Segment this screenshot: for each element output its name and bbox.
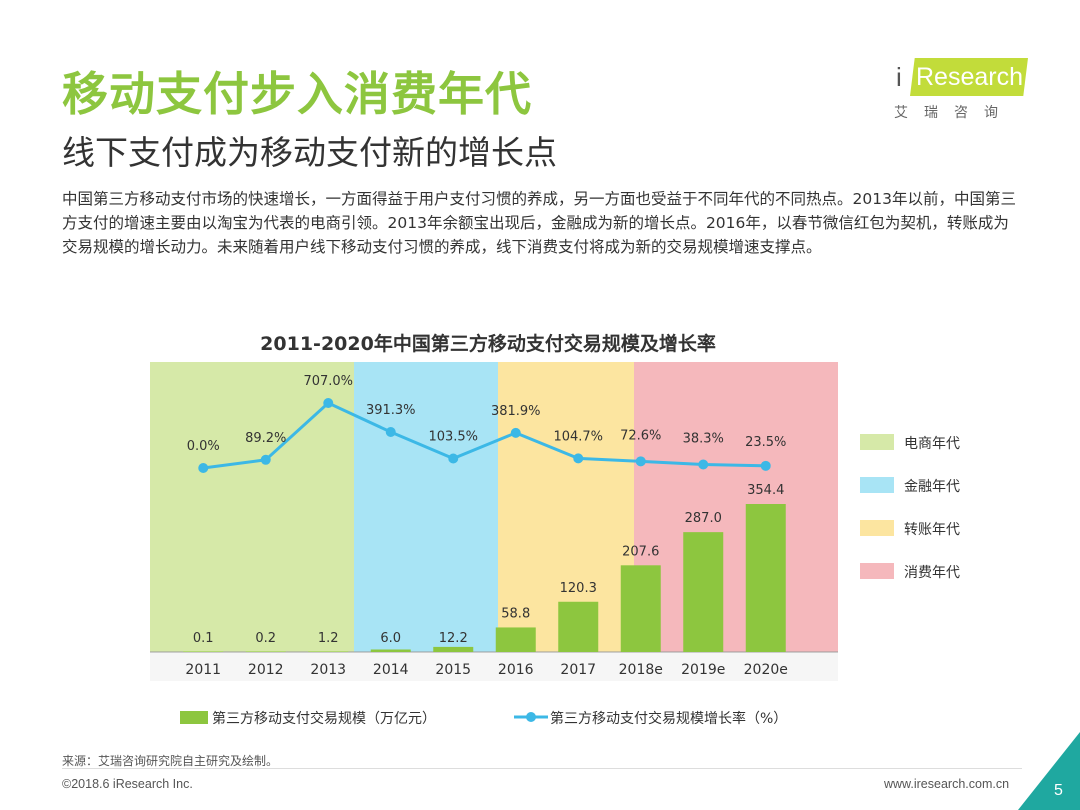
era-legend-label-0: 电商年代 [904,436,960,452]
bar-2020e [745,504,786,652]
x-tick-2017: 2017 [560,662,596,678]
intro-paragraph: 中国第三方移动支付市场的快速增长，一方面得益于用户支付习惯的养成，另一方面也受益… [62,190,1016,256]
bar-label-2011: 0.1 [193,631,214,646]
x-tick-2019e: 2019e [681,662,725,678]
era-legend-label-1: 金融年代 [904,479,960,495]
website-link[interactable]: www.iresearch.com.cn [884,777,1010,791]
source-note: 来源：艾瑞咨询研究院自主研究及绘制。 [62,754,279,768]
growth-label-2016: 381.9% [491,404,541,419]
bar-2018e [620,565,661,652]
page-number: 5 [1054,782,1063,799]
growth-label-2020e: 23.5% [745,435,786,450]
growth-label-2019e: 38.3% [683,431,724,446]
x-tick-2014: 2014 [373,662,409,678]
bar-2012 [245,651,286,652]
bar-label-2020e: 354.4 [747,483,784,498]
bar-2019e [683,532,724,652]
x-tick-2013: 2013 [310,662,346,678]
era-legend-swatch-2 [860,520,894,536]
growth-label-2015: 103.5% [428,429,478,444]
growth-label-2012: 89.2% [245,431,286,446]
bar-2011 [183,651,224,652]
bar-2016 [495,627,536,652]
x-tick-2011: 2011 [185,662,221,678]
x-tick-2012: 2012 [248,662,284,678]
logo-i: i [896,62,902,92]
growth-line [203,401,766,470]
bar-2014 [370,649,411,652]
bar-label-2018e: 207.6 [622,544,659,559]
era-legend-swatch-3 [860,563,894,579]
growth-label-2018e: 72.6% [620,428,661,443]
logo-brand: Research [916,63,1023,91]
bar-label-2013: 1.2 [318,631,339,646]
logo-chinese: 艾瑞咨询 [894,105,1014,121]
era-legend-label-3: 消费年代 [904,565,960,581]
growth-label-2011: 0.0% [187,439,220,454]
bar-label-2014: 6.0 [380,631,401,646]
growth-label-2017: 104.7% [553,429,603,444]
chart-title: 2011-2020年中国第三方移动支付交易规模及增长率 [260,332,716,355]
era-band-1 [354,362,498,652]
legend-line-marker [526,712,536,722]
growth-point-2020e [760,460,771,471]
page-subtitle: 线下支付成为移动支付新的增长点 [62,133,557,172]
bar-label-2016: 58.8 [501,606,530,621]
page-title: 移动支付步入消费年代 [62,67,532,121]
era-legend-swatch-1 [860,477,894,493]
bar-label-2012: 0.2 [255,631,276,646]
x-tick-2016: 2016 [498,662,534,678]
legend-bar-label: 第三方移动支付交易规模（万亿元） [212,710,436,727]
bar-2013 [308,651,349,652]
iresearch-logo: i Research 艾瑞咨询 [890,58,1030,122]
growth-point-2013 [323,398,334,408]
logo-badge [910,58,1028,96]
growth-point-2011 [198,463,209,473]
bar-label-2017: 120.3 [560,581,597,596]
growth-label-2014: 391.3% [366,403,416,418]
footer-divider [62,768,1022,769]
bar-2015 [433,646,474,652]
growth-point-2018e [635,456,646,467]
bar-label-2019e: 287.0 [685,511,722,526]
growth-label-2013: 707.0% [303,374,353,389]
era-legend-label-2: 转账年代 [904,522,960,538]
growth-point-2014 [385,427,396,438]
growth-point-2016 [510,427,521,438]
era-band-3 [634,362,838,652]
x-tick-2020e: 2020e [744,662,788,678]
x-axis-band [150,653,838,681]
growth-point-2012 [260,454,271,465]
bar-2017 [558,601,599,652]
bar-label-2015: 12.2 [439,631,468,646]
growth-point-2017 [573,453,584,464]
growth-point-2019e [698,459,709,470]
x-tick-2015: 2015 [435,662,471,678]
era-legend-swatch-0 [860,434,894,450]
x-tick-2018e: 2018e [619,662,663,678]
legend-bar-swatch [180,711,208,724]
legend-line-label: 第三方移动支付交易规模增长率（%） [550,710,787,727]
copyright: ©2018.6 iResearch Inc. [62,777,193,791]
growth-point-2015 [448,453,459,464]
